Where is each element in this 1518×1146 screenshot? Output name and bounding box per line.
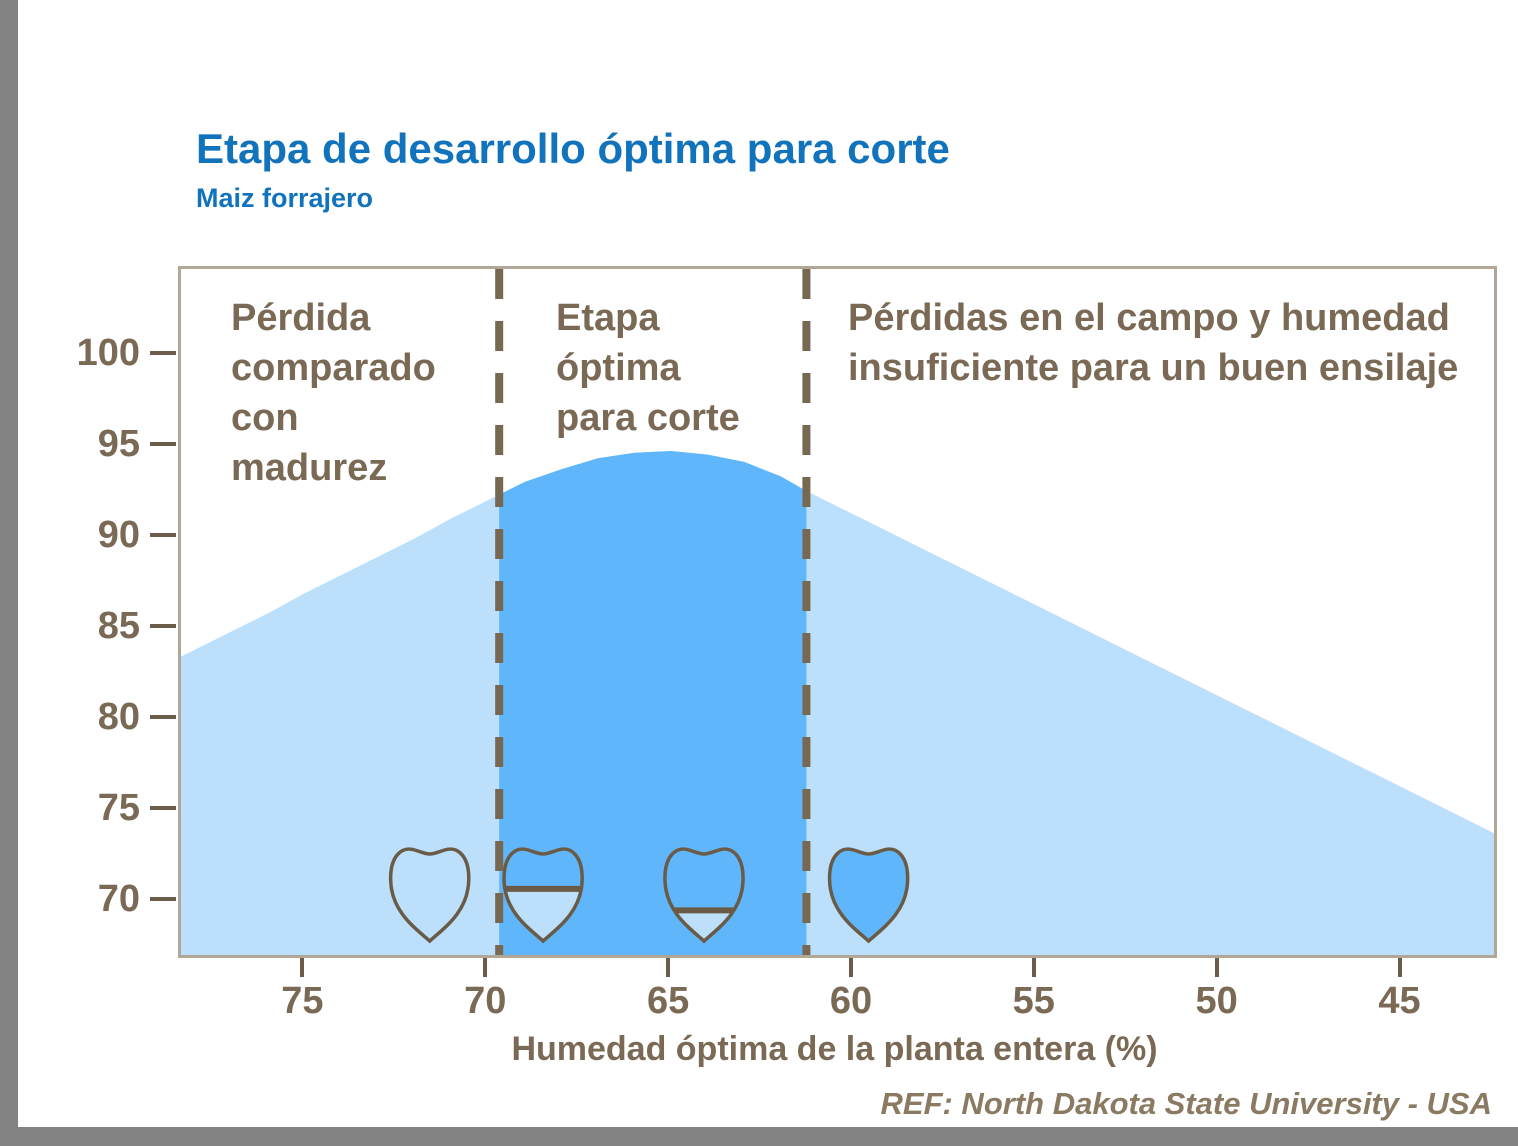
x-tick-mark xyxy=(1214,955,1219,977)
page-title: Etapa de desarrollo óptima para corte xyxy=(196,125,950,172)
kernel-stage-icon xyxy=(827,847,910,944)
region-label-optimal-stage: Etapa óptima para corte xyxy=(556,297,740,439)
x-tick-mark xyxy=(1397,955,1402,977)
x-axis-title: Humedad óptima de la planta entera (%) xyxy=(511,1030,1158,1068)
y-tick-label: 80 xyxy=(97,696,140,739)
y-tick-label: 85 xyxy=(97,605,140,648)
y-tick-mark xyxy=(150,533,176,538)
y-tick-label: 70 xyxy=(97,878,140,921)
chart-plot-area: Pérdida comparado con madurez Etapa ópti… xyxy=(178,266,1497,958)
x-tick-label: 70 xyxy=(464,980,507,1022)
x-tick-mark xyxy=(300,955,305,977)
x-tick-label: 55 xyxy=(1012,980,1055,1022)
region-label-field-losses: Pérdidas en el campo y humedad insuficie… xyxy=(848,297,1459,389)
x-tick-label: 75 xyxy=(281,980,324,1022)
kernel-stage-icon xyxy=(663,847,745,944)
chart-canvas xyxy=(181,269,1494,955)
y-tick-label: 90 xyxy=(97,514,140,557)
slide-left-border xyxy=(0,0,18,1146)
kernel-milk-line-icons xyxy=(388,847,910,944)
y-tick-mark xyxy=(150,442,176,447)
optimal-stage-area xyxy=(499,451,807,955)
y-tick-label: 100 xyxy=(76,332,140,375)
kernel-stage-icon xyxy=(388,847,471,944)
y-tick-label: 75 xyxy=(97,787,140,830)
x-tick-mark xyxy=(848,955,853,977)
y-tick-mark xyxy=(150,897,176,902)
page-subtitle: Maiz forrajero xyxy=(196,183,374,213)
x-tick-label: 65 xyxy=(646,980,690,1022)
x-tick-mark xyxy=(666,955,671,977)
region-label-loss-vs-maturity: Pérdida comparado con madurez xyxy=(231,297,436,489)
x-tick-label: 60 xyxy=(829,980,873,1022)
y-tick-mark xyxy=(150,715,176,720)
y-tick-label: 95 xyxy=(97,423,140,466)
slide-bottom-border xyxy=(0,1127,1518,1146)
y-tick-mark xyxy=(150,624,176,629)
x-tick-mark xyxy=(483,955,488,977)
y-tick-mark xyxy=(150,806,176,811)
y-tick-mark xyxy=(150,351,176,356)
x-tick-mark xyxy=(1031,955,1036,977)
x-tick-label: 50 xyxy=(1195,980,1238,1022)
x-tick-label: 45 xyxy=(1378,980,1421,1022)
kernel-stage-icon xyxy=(502,847,584,944)
reference-text: REF: North Dakota State University - USA xyxy=(880,1086,1493,1121)
